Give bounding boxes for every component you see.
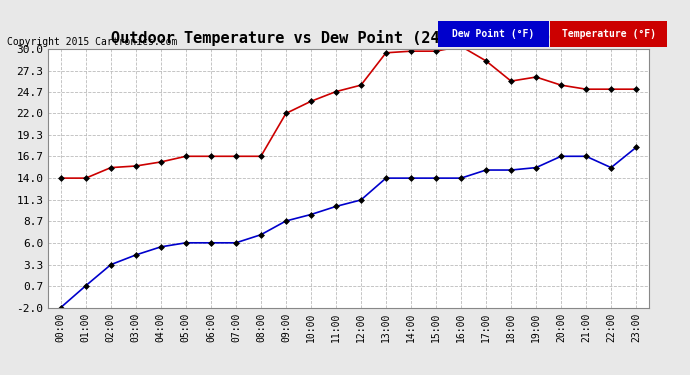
Title: Outdoor Temperature vs Dew Point (24 Hours) 20150206: Outdoor Temperature vs Dew Point (24 Hou… — [111, 30, 586, 46]
Text: Dew Point (°F): Dew Point (°F) — [452, 29, 535, 39]
Text: Temperature (°F): Temperature (°F) — [562, 29, 656, 39]
Text: Copyright 2015 Cartronics.com: Copyright 2015 Cartronics.com — [7, 37, 177, 47]
